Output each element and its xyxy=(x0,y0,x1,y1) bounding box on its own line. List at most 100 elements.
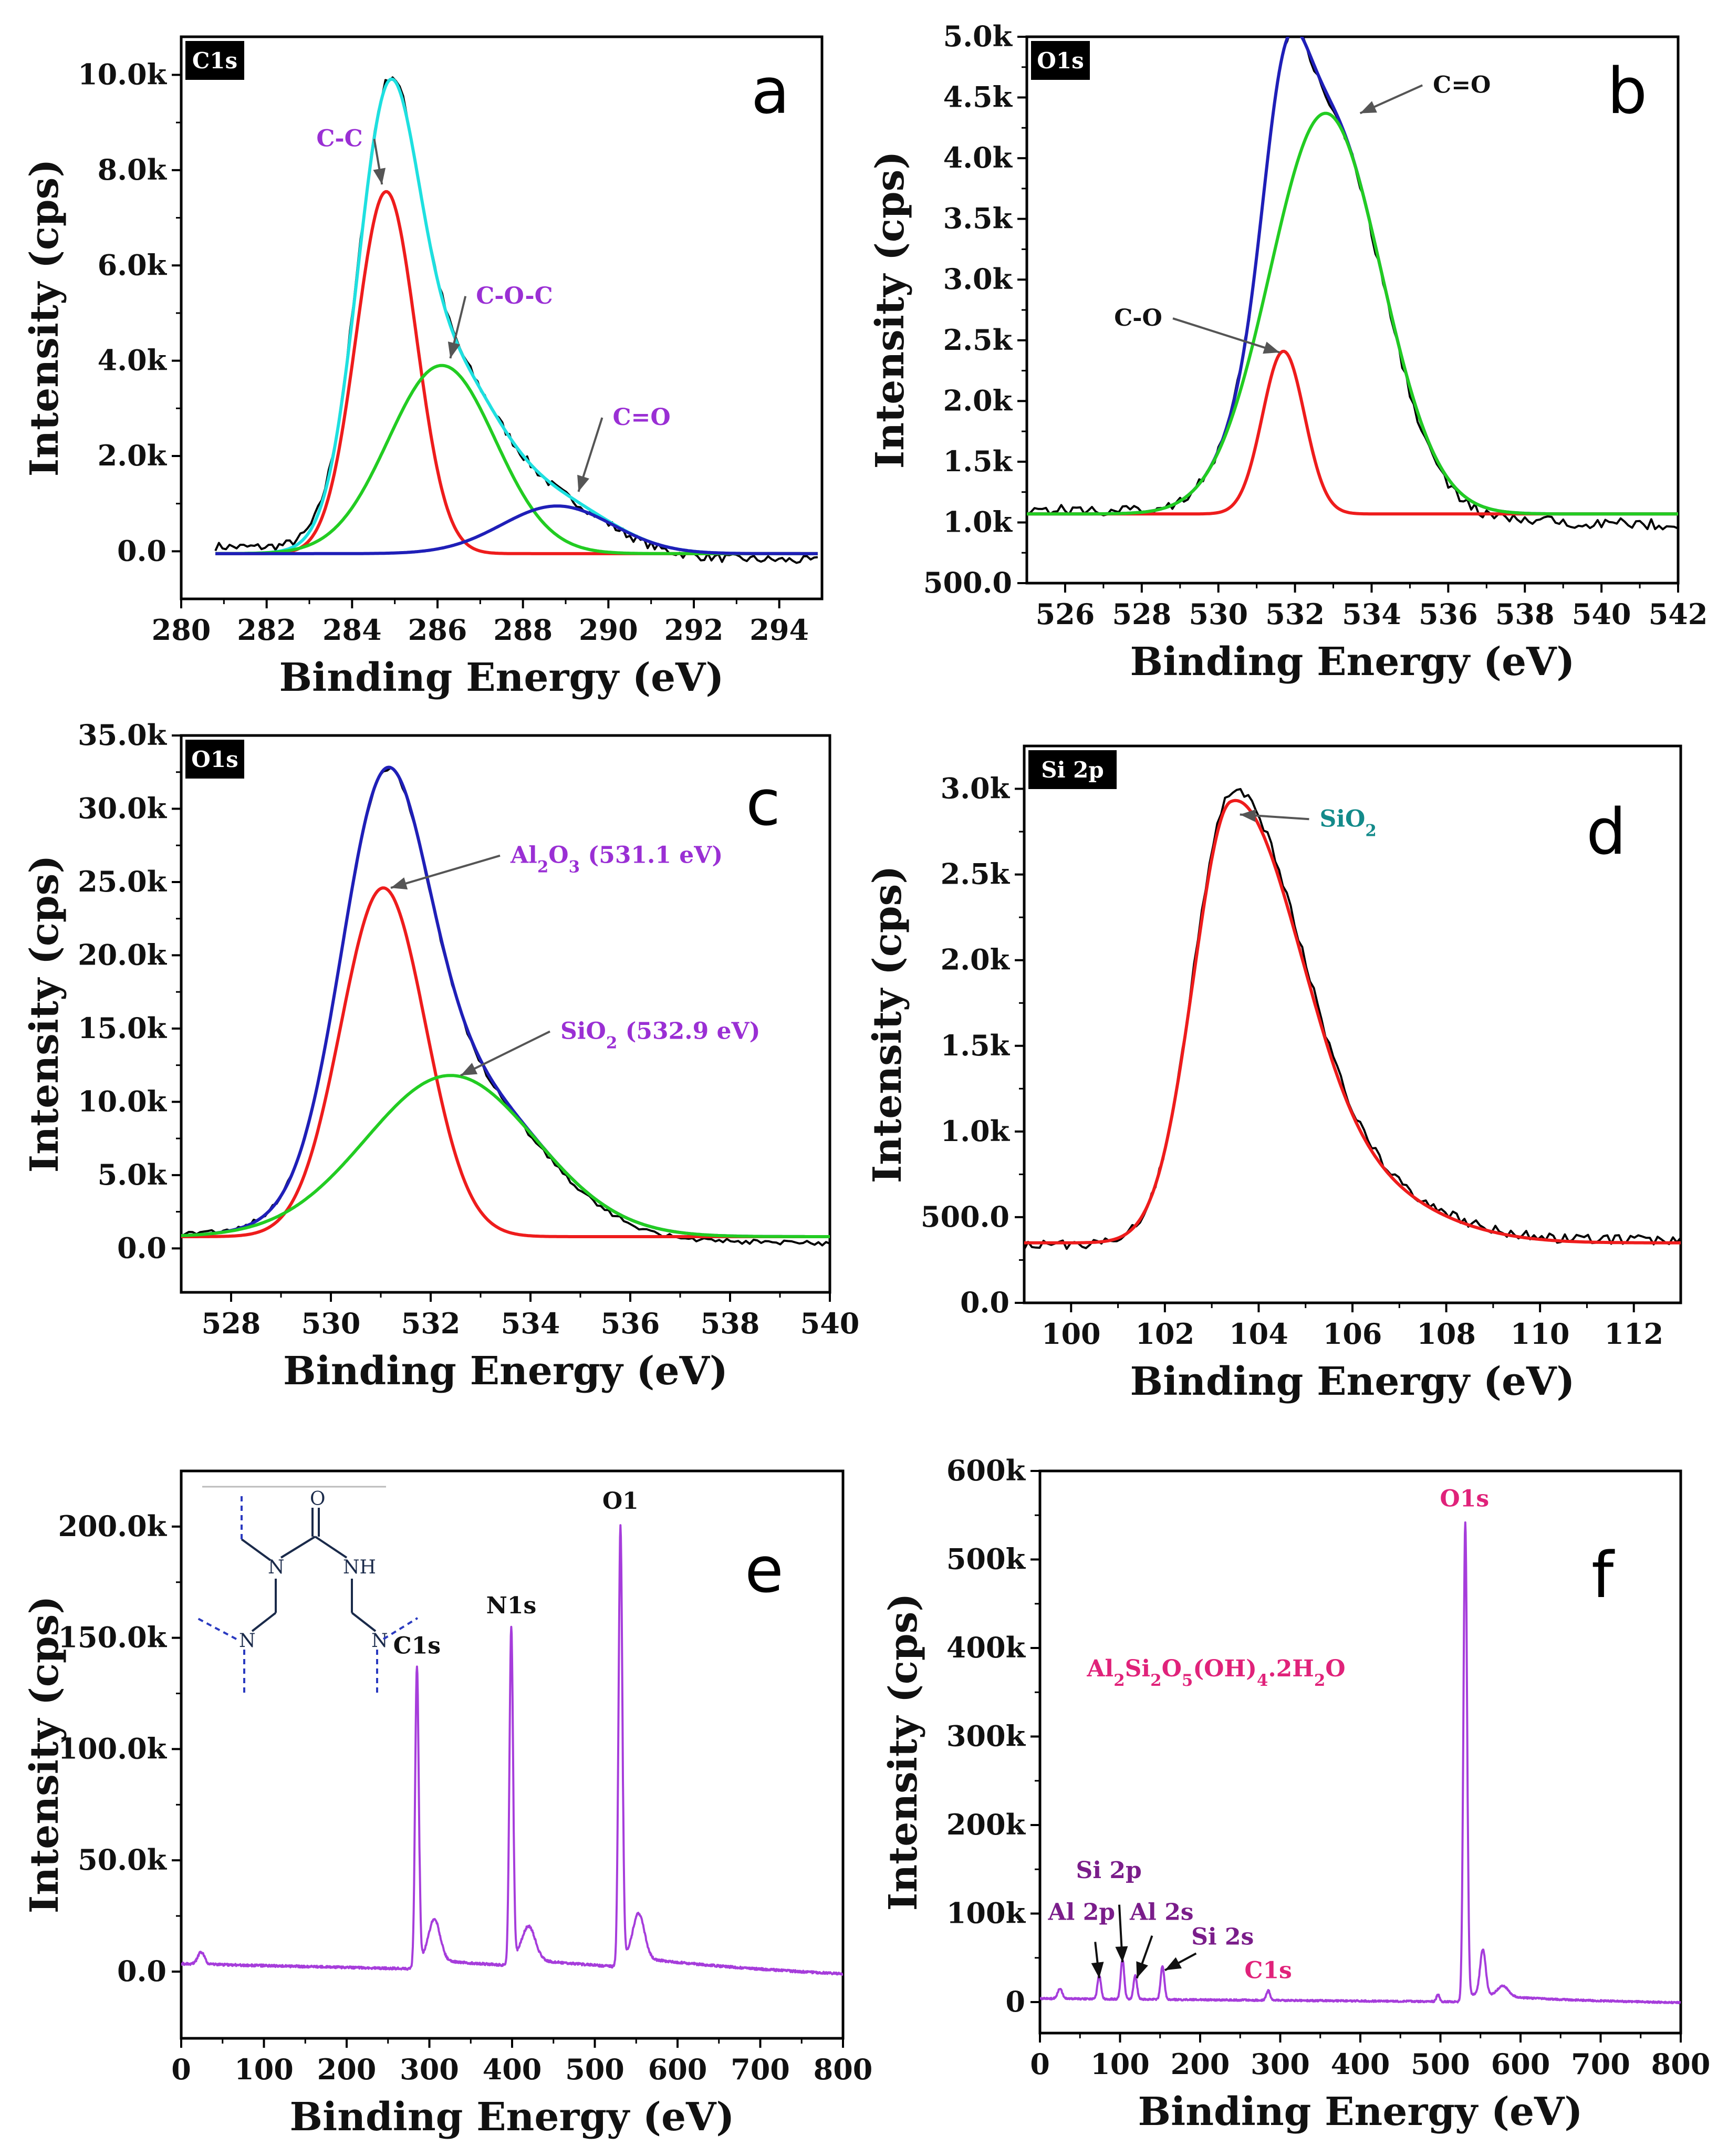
x-tick-label: 530 xyxy=(301,1307,361,1340)
x-tick-label: 400 xyxy=(483,2053,542,2086)
series-group xyxy=(214,76,818,564)
y-tick-label: 2.0k xyxy=(941,943,1011,977)
series-raw xyxy=(181,766,830,1247)
x-tick-label: 294 xyxy=(750,613,809,647)
peak-annotation: C=O xyxy=(612,404,670,431)
structure-inset: O N NH N N xyxy=(196,1486,419,1697)
x-tick-label: 280 xyxy=(152,613,211,647)
series-envelope xyxy=(1027,37,1678,516)
panel-f: 0 100 200 300 400 500 600 700 800 0 100k 200k 300k 40… xyxy=(881,1454,1710,2134)
x-tick-label: 106 xyxy=(1323,1317,1382,1351)
x-tick-label: 800 xyxy=(814,2053,873,2086)
peak-label: C1s xyxy=(1244,1957,1292,1984)
panel-letter: e xyxy=(745,1534,784,1607)
panel-letter: f xyxy=(1591,1539,1615,1612)
peak-arrow-head xyxy=(1164,1957,1182,1971)
annotation-arrow xyxy=(1172,317,1281,354)
peak-arrow-head xyxy=(1136,1961,1148,1978)
y-tick-label: 8.0k xyxy=(98,153,168,186)
y-tick-label: 35.0k xyxy=(78,718,168,752)
panel-letter: d xyxy=(1586,796,1626,869)
y-tick-label: 4.0k xyxy=(943,141,1013,174)
annotation-arrow-head xyxy=(447,341,461,359)
series-group xyxy=(181,765,830,1247)
x-tick-label: 534 xyxy=(501,1307,560,1340)
y-tick-label: 200k xyxy=(946,1808,1026,1841)
x-tick-label: 112 xyxy=(1604,1317,1663,1351)
y-tick-label: 0.0 xyxy=(117,534,166,567)
x-tick-label: 288 xyxy=(493,613,553,647)
panel-e: 0 100 200 300 400 500 600 700 800 0.0 50.0k 100.0k 1… xyxy=(22,1469,873,2140)
x-axis-title: Binding Energy (eV) xyxy=(283,1349,728,1394)
y-tick-label: 1.0k xyxy=(941,1114,1011,1148)
panel-letter: b xyxy=(1607,55,1647,128)
peak-arrow-head xyxy=(1115,1946,1128,1963)
y-tick-label: 100k xyxy=(946,1896,1026,1930)
x-axis-title: Binding Energy (eV) xyxy=(1130,639,1575,685)
atom-label: N xyxy=(268,1557,285,1578)
x-tick-label: 290 xyxy=(579,613,638,647)
x-tick-label: 100 xyxy=(1042,1317,1101,1351)
x-axis-title: Binding Energy (eV) xyxy=(1130,1359,1575,1404)
x-tick-label: 542 xyxy=(1649,597,1708,631)
peak-label: O1s xyxy=(1440,1485,1489,1512)
series-survey xyxy=(1040,1521,1681,2005)
core-level-tag-label: C1s xyxy=(192,48,237,74)
panel-b: 526 528 530 532 534 536 538 540 542 500.0 1.0k 1.5k… xyxy=(868,19,1708,685)
y-axis-title: Intensity (cps) xyxy=(22,855,67,1173)
x-tick-label: 532 xyxy=(1265,597,1325,631)
peak-arrow-head xyxy=(1091,1962,1104,1978)
annotation-arrow xyxy=(390,854,501,889)
peak-annotation: Al2O3 (531.1 eV) xyxy=(510,842,723,877)
x-tick-label: 530 xyxy=(1189,597,1248,631)
series-group xyxy=(181,1524,843,1976)
x-axis-title: Binding Energy (eV) xyxy=(290,2095,735,2140)
x-tick-label: 0 xyxy=(171,2053,191,2086)
x-tick-label: 292 xyxy=(664,613,724,647)
core-level-tag xyxy=(185,41,244,80)
y-tick-label: 2.5k xyxy=(941,857,1011,891)
series-al2o3-531-1-ev- xyxy=(181,886,830,1238)
y-tick-label: 2.0k xyxy=(943,383,1013,417)
core-level-tag xyxy=(1031,41,1090,80)
peak-annotation: C=O xyxy=(1433,71,1491,98)
x-tick-label: 110 xyxy=(1511,1317,1570,1351)
y-tick-label: 50.0k xyxy=(78,1843,168,1877)
core-level-tag xyxy=(185,740,244,779)
x-tick-label: 700 xyxy=(731,2053,790,2086)
y-tick-label: 10.0k xyxy=(78,58,168,91)
peak-annotation: SiO2 xyxy=(1320,805,1377,840)
x-tick-label: 0 xyxy=(1030,2047,1050,2081)
atom-label: O xyxy=(310,1488,326,1510)
y-tick-label: 3.0k xyxy=(943,262,1013,296)
x-tick-label: 538 xyxy=(1495,597,1555,631)
series-c-o xyxy=(1027,349,1678,516)
y-tick-label: 4.0k xyxy=(98,344,168,377)
atom-label: NH xyxy=(343,1557,376,1578)
annotation-arrow-head xyxy=(461,1063,478,1076)
y-axis-title: Intensity (cps) xyxy=(22,159,67,477)
x-tick-label: 108 xyxy=(1417,1317,1476,1351)
y-tick-label: 5.0k xyxy=(943,19,1013,53)
series-c-o xyxy=(1027,111,1678,516)
x-tick-label: 286 xyxy=(408,613,467,647)
core-level-tag xyxy=(1028,750,1117,789)
plot-frame xyxy=(180,734,831,1294)
peak-label: Al 2s xyxy=(1129,1899,1194,1925)
series-raw xyxy=(214,76,818,564)
peak-annotation: SiO2 (532.9 eV) xyxy=(560,1018,760,1052)
x-tick-label: 200 xyxy=(317,2053,377,2086)
series-c-c xyxy=(215,190,818,555)
x-tick-label: 540 xyxy=(1572,597,1631,631)
series-raw xyxy=(1027,37,1678,531)
annotation-arrow-head xyxy=(577,474,589,492)
y-tick-label: 6.0k xyxy=(98,248,168,282)
x-tick-label: 600 xyxy=(1491,2047,1550,2081)
x-tick-label: 540 xyxy=(800,1307,860,1340)
annotation-arrow-head xyxy=(1360,101,1377,113)
y-axis-title: Intensity (cps) xyxy=(868,151,913,469)
y-tick-label: 25.0k xyxy=(78,865,168,898)
panel-letter: a xyxy=(751,55,790,128)
annotation-arrow-head xyxy=(373,168,386,185)
